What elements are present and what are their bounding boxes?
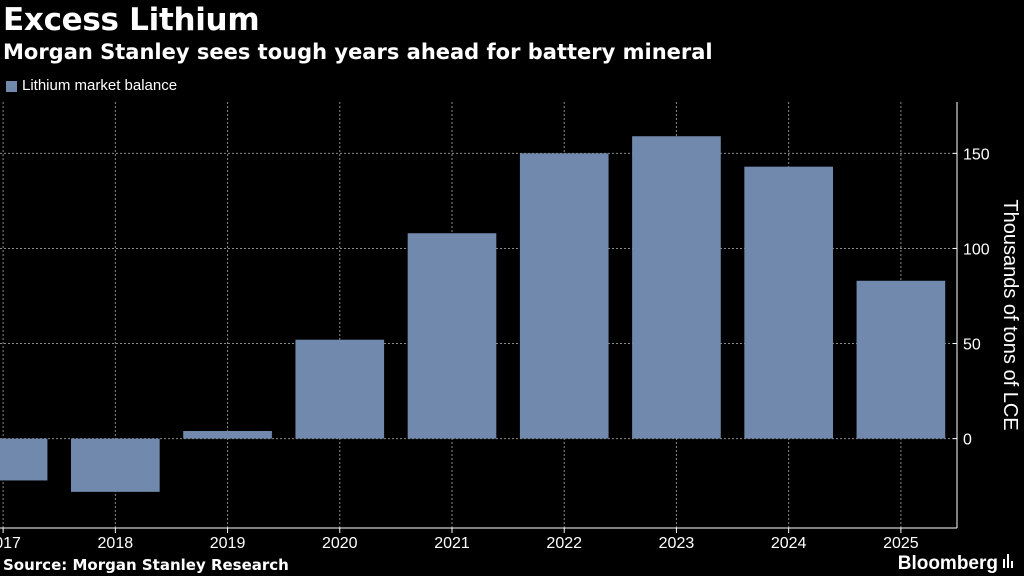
x-tick-label: 2018 <box>98 535 134 552</box>
source-note: Source: Morgan Stanley Research <box>3 556 289 574</box>
y-tick-label: 100 <box>963 241 990 258</box>
x-tick-label: 2024 <box>771 535 807 552</box>
y-axis-title: Thousands of tons of LCE <box>999 199 1021 430</box>
bar-2018 <box>71 438 160 492</box>
x-tick-label: 2022 <box>546 535 582 552</box>
bloomberg-chart-icon <box>1002 551 1016 576</box>
bar-2023 <box>632 136 721 439</box>
y-tick-label: 150 <box>963 146 990 163</box>
x-tick-label: 2020 <box>322 535 358 552</box>
bar-2020 <box>295 339 385 439</box>
legend-label: Lithium market balance <box>22 77 178 94</box>
bar-2021 <box>407 233 497 439</box>
chart-subtitle: Morgan Stanley sees tough years ahead fo… <box>3 40 713 64</box>
bar-2025 <box>856 280 946 439</box>
chart-title: Excess Lithium <box>3 2 260 38</box>
bar-2017 <box>0 438 48 481</box>
x-tick-label: 2019 <box>210 535 246 552</box>
bar-2022 <box>519 153 609 439</box>
x-tick-label: 2017 <box>0 535 21 552</box>
brand-name: Bloomberg <box>897 552 998 574</box>
x-tick-label: 2021 <box>434 535 470 552</box>
x-tick-label: 2023 <box>659 535 695 552</box>
legend: Lithium market balance <box>6 76 177 96</box>
brand-logo: Bloomberg <box>898 551 1016 576</box>
y-tick-label: 50 <box>963 337 981 354</box>
legend-swatch <box>6 80 17 92</box>
bar-2019 <box>183 431 272 439</box>
y-tick-label: 0 <box>963 432 972 449</box>
bar-2024 <box>744 166 833 439</box>
x-tick-label: 2025 <box>883 535 919 552</box>
